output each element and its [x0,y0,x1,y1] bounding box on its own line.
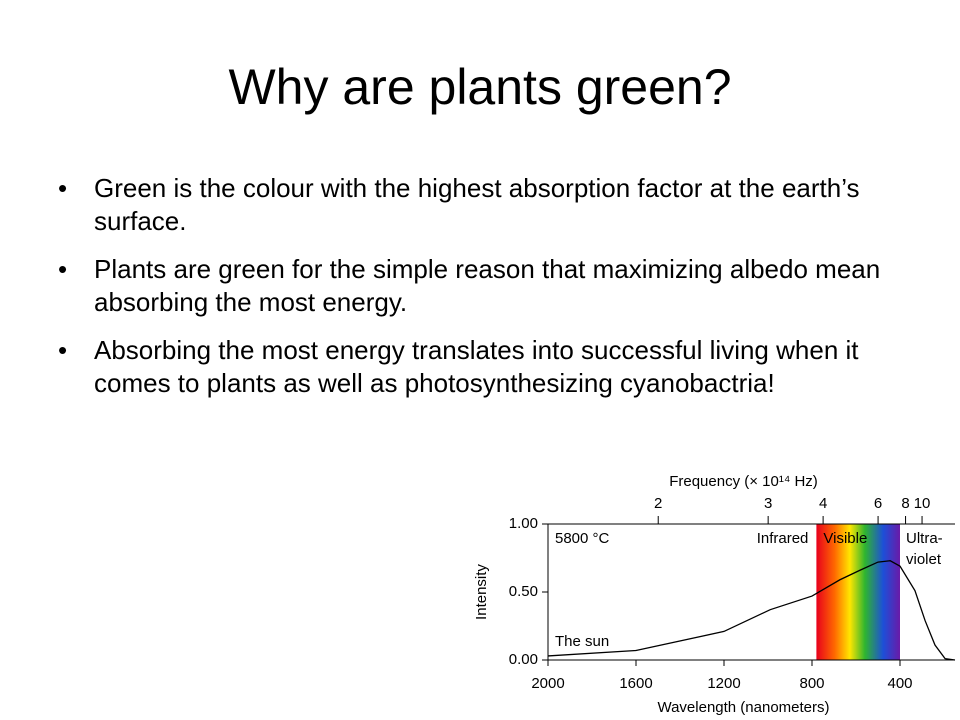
data-line [547,560,956,661]
x-tick-label: 2000 [531,675,564,692]
visible-band [816,524,900,660]
x2-tick-label: 10 [914,495,931,512]
x-tick-label: 400 [887,675,912,692]
annotation: Visible [823,530,867,547]
x-tick-label: 1200 [707,675,740,692]
x2-tick-label: 4 [819,495,827,512]
x2-axis-label: Frequency (× 10¹⁴ Hz) [669,473,818,490]
x-tick-label: 800 [799,675,824,692]
y-tick-label: 0.00 [509,651,538,668]
bullet: Green is the colour with the highest abs… [58,172,888,238]
bullet-list: Green is the colour with the highest abs… [58,172,888,415]
y-tick-label: 0.50 [509,583,538,600]
x2-tick-label: 3 [764,495,772,512]
annotation: Infrared [757,530,809,547]
series-label: The sun [555,633,609,650]
x2-tick-label: 8 [901,495,909,512]
x2-tick-label: 2 [654,495,662,512]
y-tick-label: 1.00 [509,515,538,532]
y-axis-label: Intensity [473,564,490,620]
slide-title: Why are plants green? [228,59,732,115]
x2-tick-label: 6 [874,495,882,512]
annotation: 5800 °C [555,530,610,547]
bullet: Plants are green for the simple reason t… [58,253,888,319]
x-axis-label: Wavelength (nanometers) [657,699,829,716]
bullet: Absorbing the most energy translates int… [58,334,888,400]
annotation: Ultra- [906,530,943,547]
x-tick-label: 1600 [619,675,652,692]
annotation: violet [906,551,942,568]
